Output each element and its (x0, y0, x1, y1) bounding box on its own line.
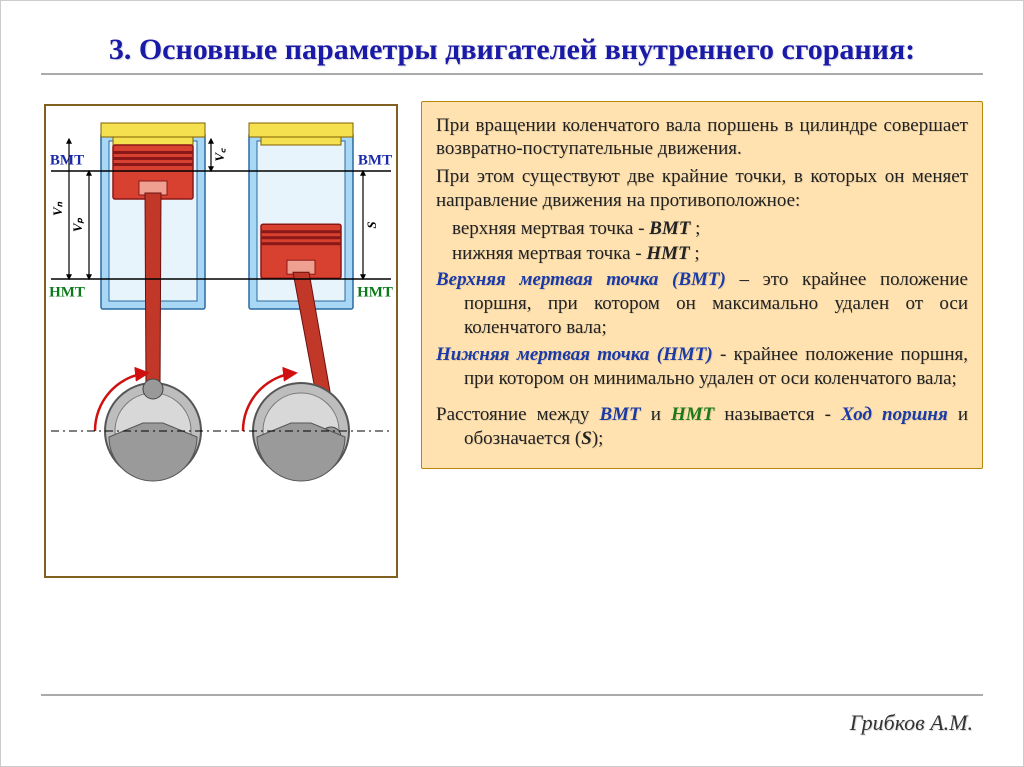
author-name: Грибков А.М. (850, 710, 973, 736)
li-nmt: нижняя мертвая точка - НМТ ; (436, 242, 968, 266)
symbol-s: S (581, 428, 592, 449)
para-motion: При вращении коленчатого вала поршень в … (436, 114, 968, 162)
term-nmt-short: НМТ (646, 243, 689, 264)
svg-text:S: S (364, 221, 379, 228)
content-row: ВМТ ВМТ НМТ НМТ V꜀ Vₚ Vₙ S При вращении коленча… (41, 101, 983, 581)
text-column: При вращении коленчатого вала поршень в … (421, 101, 983, 470)
para-extremes: При этом существуют две крайние точки, в… (436, 165, 968, 213)
svg-text:ВМТ: ВМТ (358, 152, 392, 168)
svg-text:ВМТ: ВМТ (50, 152, 84, 168)
footer-rule (41, 694, 983, 696)
diagram-column: ВМТ ВМТ НМТ НМТ V꜀ Vₚ Vₙ S (41, 101, 401, 581)
svg-text:Vₚ: Vₚ (70, 217, 85, 232)
def-vmt: Верхняя мертвая точка (ВМТ) – это крайне… (436, 268, 968, 339)
stroke-vmt: ВМТ (599, 404, 640, 425)
term-vmt: Верхняя мертвая точка (ВМТ) (436, 269, 726, 290)
svg-text:Vₙ: Vₙ (50, 201, 65, 216)
li-vmt: верхняя мертвая точка - ВМТ ; (436, 217, 968, 241)
definition-box: При вращении коленчатого вала поршень в … (421, 101, 983, 470)
term-nmt: Нижняя мертвая точка (НМТ) (436, 344, 713, 365)
title-rule (41, 73, 983, 75)
stroke-nmt: НМТ (671, 404, 714, 425)
svg-text:НМТ: НМТ (357, 284, 393, 300)
def-nmt: Нижняя мертвая точка (НМТ) - крайнее пол… (436, 343, 968, 391)
def-stroke: Расстояние между ВМТ и НМТ называется - … (436, 403, 968, 451)
slide-title: 3. Основные параметры двигателей внутрен… (41, 31, 983, 69)
svg-text:НМТ: НМТ (49, 284, 85, 300)
term-stroke: Ход поршня (841, 404, 948, 425)
engine-diagram: ВМТ ВМТ НМТ НМТ V꜀ Vₚ Vₙ S (41, 101, 401, 581)
svg-text:V꜀: V꜀ (212, 147, 227, 161)
slide-page: 3. Основные параметры двигателей внутрен… (0, 0, 1024, 767)
term-vmt-short: ВМТ (649, 218, 690, 239)
